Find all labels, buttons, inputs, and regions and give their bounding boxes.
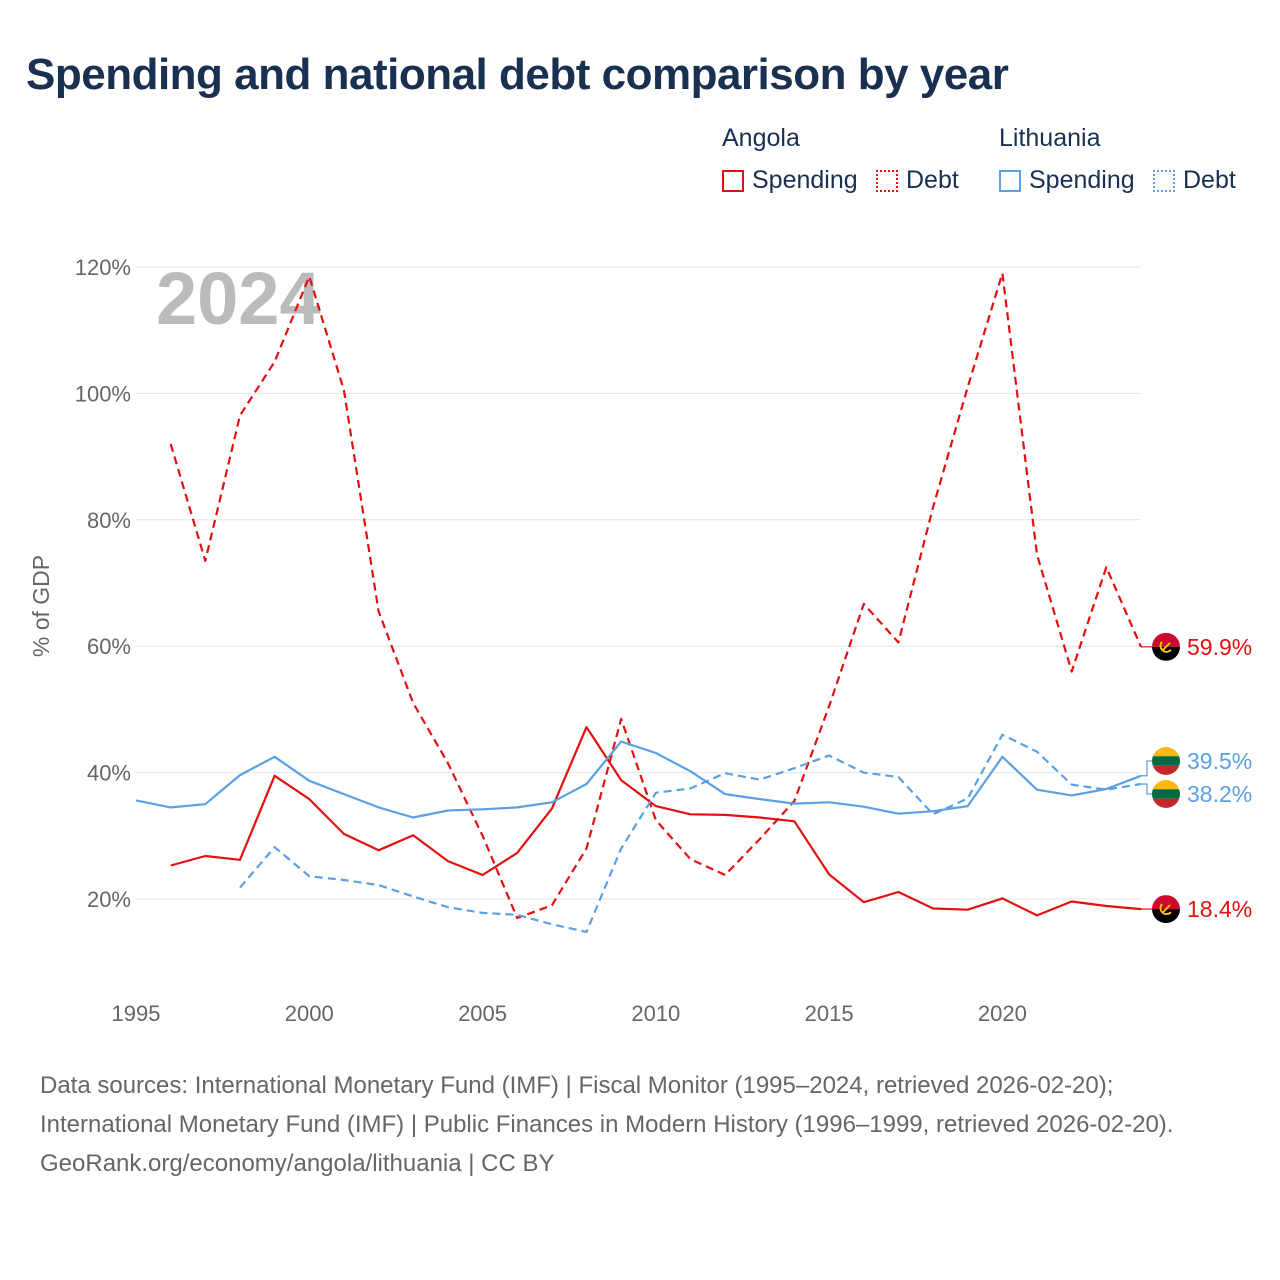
end-value-label: 18.4%: [1187, 896, 1252, 922]
y-tick-label: 20%: [87, 887, 131, 912]
y-tick-label: 40%: [87, 761, 131, 786]
line-chart: 2024 20% 40% 60% 80% 100% 120% 1995 2000 2005 20…: [28, 255, 1252, 1026]
x-tick-label: 2020: [978, 1001, 1027, 1026]
legend-angola-debt-label: Debt: [906, 166, 959, 194]
year-watermark: 2024: [156, 257, 321, 340]
dotted-swatch-icon: [876, 169, 898, 192]
series-line-lithuania-spending[interactable]: [135, 740, 1142, 819]
end-value-label: 38.2%: [1187, 781, 1252, 807]
series-line-angola-debt[interactable]: [169, 272, 1143, 920]
x-axis: 1995 2000 2005 2010 2015 2020: [112, 1001, 1027, 1026]
end-value-label: 59.9%: [1187, 634, 1252, 660]
lithuania-flag-icon: [1152, 780, 1180, 808]
y-tick-label: 80%: [87, 508, 131, 533]
x-tick-label: 2005: [458, 1001, 507, 1026]
angola-flag-icon: [1152, 632, 1180, 661]
y-axis: 20% 40% 60% 80% 100% 120%: [75, 255, 131, 912]
x-tick-label: 1995: [112, 1001, 161, 1026]
y-tick-label: 60%: [87, 634, 131, 659]
end-value-label: 39.5%: [1187, 748, 1252, 774]
legend-lithuania-debt-label: Debt: [1183, 166, 1236, 194]
legend-angola-spending-label: Spending: [752, 166, 858, 194]
y-tick-label: 100%: [75, 381, 131, 406]
chart-title: Spending and national debt comparison by…: [26, 50, 1009, 99]
y-axis-label: % of GDP: [28, 555, 54, 657]
legend-angola-name: Angola: [722, 124, 800, 152]
solid-swatch-icon: [999, 169, 1021, 192]
legend-angola-spending[interactable]: Spending: [722, 166, 858, 195]
end-labels: 18.4% 59.9% 39.5% 38.2%: [1141, 632, 1252, 924]
solid-swatch-icon: [722, 169, 744, 192]
footer: Data sources: International Monetary Fun…: [40, 1066, 1240, 1183]
angola-flag-icon: [1152, 895, 1180, 924]
x-tick-label: 2015: [805, 1001, 854, 1026]
data-sources: Data sources: International Monetary Fun…: [40, 1072, 1174, 1138]
grid: [136, 266, 1141, 900]
credit-link[interactable]: GeoRank.org/economy/angola/lithuania | C…: [40, 1150, 555, 1177]
x-tick-label: 2010: [631, 1001, 680, 1026]
label-connector: [1141, 760, 1152, 777]
legend-lithuania-spending-label: Spending: [1029, 166, 1135, 194]
x-tick-label: 2000: [285, 1001, 334, 1026]
legend-lithuania-debt[interactable]: Debt: [1153, 166, 1236, 195]
lithuania-flag-icon: [1152, 747, 1180, 775]
label-connector: [1141, 783, 1152, 795]
legend-angola-debt[interactable]: Debt: [876, 166, 959, 195]
dotted-swatch-icon: [1153, 169, 1175, 192]
series-lines: [135, 272, 1143, 934]
legend-lithuania-name: Lithuania: [999, 124, 1101, 152]
series-line-angola-spending[interactable]: [170, 725, 1142, 917]
series-line-lithuania-debt[interactable]: [239, 733, 1142, 934]
y-tick-label: 120%: [75, 255, 131, 280]
legend-lithuania-spending[interactable]: Spending: [999, 166, 1135, 195]
